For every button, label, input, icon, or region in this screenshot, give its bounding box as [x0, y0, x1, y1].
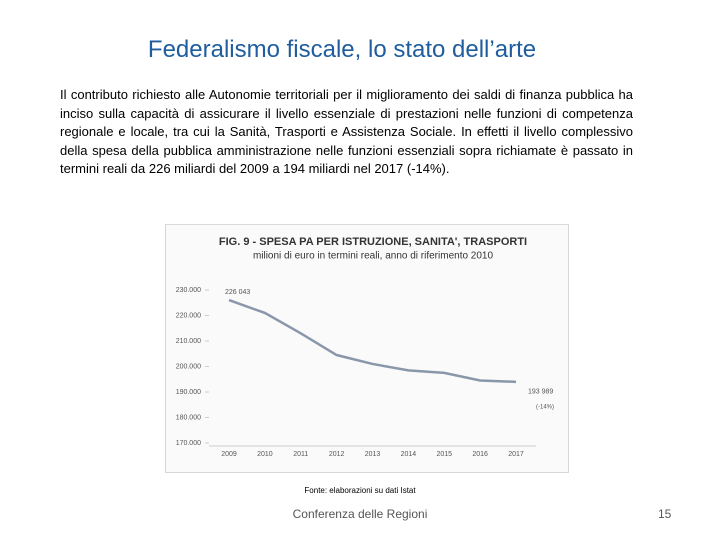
- x-tick-label: 2017: [508, 451, 524, 458]
- x-tick-label: 2011: [293, 451, 308, 458]
- chart-frame: [165, 224, 569, 473]
- y-tick-label: 220.000: [176, 312, 201, 319]
- slide-title: Federalismo fiscale, lo stato dell’arte: [147, 36, 537, 63]
- y-tick-label: 230.000: [176, 287, 201, 294]
- x-tick-label: 2013: [365, 451, 381, 458]
- y-tick-label: 190.000: [176, 389, 201, 396]
- footer: Conferenza delle Regioni: [292, 507, 428, 521]
- x-tick-label: 2016: [472, 451, 488, 458]
- chart-title: FIG. 9 - SPESA PA PER ISTRUZIONE, SANITA…: [219, 236, 527, 248]
- y-tick-label: 170.000: [176, 440, 201, 447]
- source-note: Fonte: elaborazioni su dati Istat: [304, 486, 416, 495]
- x-tick-label: 2015: [436, 451, 452, 458]
- x-tick-label: 2014: [401, 451, 417, 458]
- body-text: Il contributo richiesto alle Autonomie t…: [60, 87, 633, 177]
- data-line: [228, 298, 517, 384]
- x-tick-label: 2012: [329, 451, 345, 458]
- y-tick-label: 210.000: [176, 338, 201, 345]
- value-label: 226 043: [225, 289, 250, 296]
- value-label: 193 989: [528, 389, 553, 396]
- page-number: 15: [658, 507, 672, 521]
- y-tick-label: 200.000: [176, 363, 201, 370]
- x-tick-label: 2010: [257, 451, 273, 458]
- annotation: (-14%): [536, 404, 554, 410]
- y-tick-label: 180.000: [176, 414, 201, 421]
- chart: FIG. 9 - SPESA PA PER ISTRUZIONE, SANITA…: [165, 224, 569, 473]
- x-tick-label: 2009: [221, 451, 237, 458]
- chart-subtitle: milioni di euro in termini reali, anno d…: [253, 251, 494, 262]
